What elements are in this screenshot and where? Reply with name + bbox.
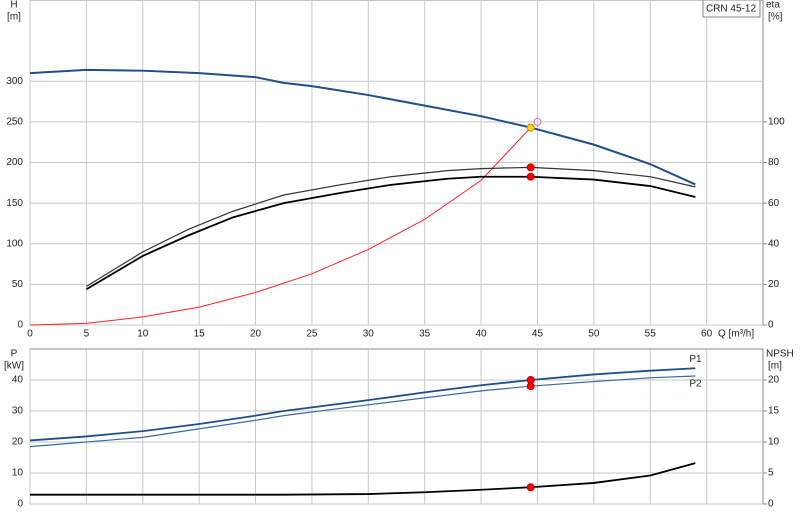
y-tick-label: 250	[6, 117, 23, 128]
y2-tick-label: 40	[768, 238, 780, 249]
x-tick-label: 0	[27, 329, 33, 340]
y-axis-label: H	[10, 0, 17, 11]
x-tick-label: 10	[137, 329, 149, 340]
x-tick-label: 25	[306, 329, 318, 340]
duty-point	[526, 163, 535, 172]
y-tick-label: 0	[17, 320, 23, 331]
y2-axis-label: eta	[766, 0, 780, 11]
series-label: P2	[689, 379, 702, 390]
y2-tick-label: 60	[768, 198, 780, 209]
series-line	[29, 367, 696, 442]
y-tick-label: 40	[12, 375, 24, 386]
x-tick-label: 30	[363, 329, 375, 340]
y2-axis-label: NPSH	[766, 349, 794, 360]
y2-tick-label: 20	[768, 375, 780, 386]
y-axis-unit: [kW]	[4, 361, 24, 372]
y2-tick-label: 20	[768, 279, 780, 290]
y-tick-label: 10	[12, 468, 24, 479]
x-tick-label: 20	[250, 329, 262, 340]
y-axis-label: P	[11, 349, 18, 360]
y2-axis-unit: [%]	[768, 12, 783, 23]
y-tick-label: 50	[12, 279, 24, 290]
series-line	[30, 462, 696, 496]
y2-tick-label: 0	[768, 320, 774, 331]
y2-tick-label: 10	[768, 437, 780, 448]
duty-point	[526, 123, 535, 132]
chart-title: CRN 45-12	[706, 4, 756, 15]
duty-point	[526, 382, 535, 391]
series-line	[86, 166, 696, 287]
x-tick-label: 55	[645, 329, 657, 340]
x-axis-label: Q [m³/h]	[718, 329, 754, 340]
y-axis-unit: [m]	[7, 12, 21, 23]
duty-point	[533, 117, 542, 126]
series-line	[85, 175, 696, 291]
x-tick-label: 50	[588, 329, 600, 340]
y2-tick-label: 100	[768, 117, 785, 128]
title-box	[702, 0, 761, 18]
y-tick-label: 0	[17, 499, 23, 510]
y-tick-label: 200	[6, 157, 23, 168]
x-tick-label: 35	[419, 329, 431, 340]
x-tick-label: 45	[532, 329, 544, 340]
y2-tick-label: 0	[768, 499, 774, 510]
duty-point	[526, 483, 535, 492]
y2-tick-label: 80	[768, 157, 780, 168]
y-tick-label: 300	[6, 76, 23, 87]
plot-area	[29, 348, 764, 505]
series-label: P1	[689, 354, 702, 365]
x-tick-label: 60	[701, 329, 713, 340]
y2-tick-label: 5	[768, 468, 774, 479]
y-tick-label: 150	[6, 198, 23, 209]
y2-tick-label: 15	[768, 406, 780, 417]
x-tick-label: 5	[84, 329, 90, 340]
series-line	[29, 375, 696, 448]
y-tick-label: 30	[12, 406, 24, 417]
y-tick-label: 20	[12, 437, 24, 448]
series-line	[29, 127, 532, 326]
series-line	[29, 68, 696, 186]
duty-point	[526, 172, 535, 181]
y-tick-label: 100	[6, 238, 23, 249]
y2-axis-unit: [m]	[768, 361, 782, 372]
x-tick-label: 40	[476, 329, 488, 340]
x-tick-label: 15	[194, 329, 206, 340]
